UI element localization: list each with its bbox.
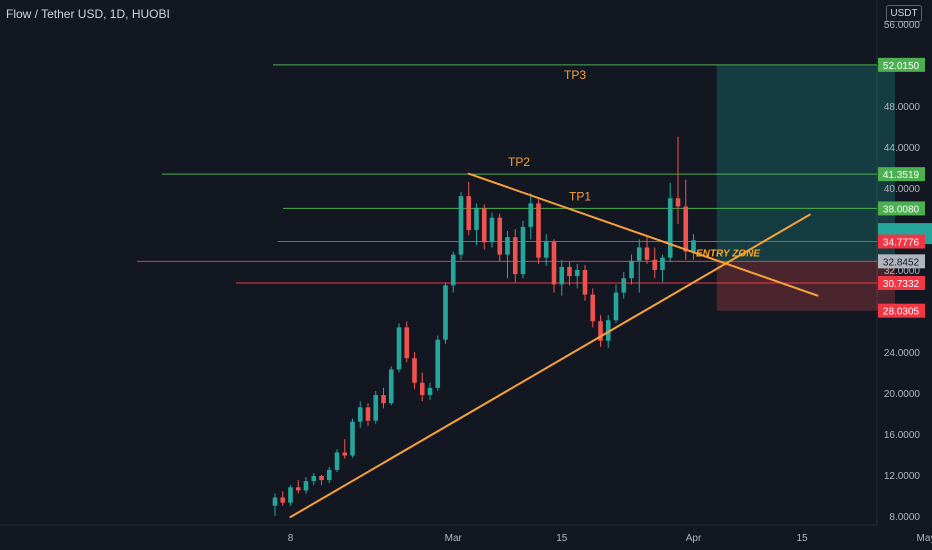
chart-title: Flow / Tether USD, 1D, HUOBI	[6, 7, 170, 21]
price-tag-label: 52.0150	[883, 61, 920, 72]
x-tick-label: Mar	[445, 533, 463, 544]
candle-body	[350, 421, 355, 456]
candle-body	[528, 203, 534, 227]
price-tag-label: 28.0305	[883, 307, 920, 318]
price-tag-0	[878, 57, 925, 72]
candle-body	[427, 387, 433, 396]
candle-body	[598, 321, 603, 341]
candle-body	[311, 476, 317, 482]
candle-body	[443, 285, 448, 340]
candle-body	[590, 294, 596, 322]
candle-body	[365, 407, 371, 421]
candle-body	[435, 339, 441, 388]
candle-body	[458, 196, 464, 255]
y-tick-label: 24.0000	[884, 348, 921, 359]
candle-body	[660, 257, 665, 270]
price-tag-6	[878, 303, 925, 318]
x-tick-label: Apr	[686, 533, 702, 544]
trendline-support	[289, 213, 811, 519]
candle-body	[644, 247, 650, 260]
candle-body	[582, 270, 588, 295]
tp2-annotation: TP2	[508, 155, 530, 169]
candle-body	[295, 487, 301, 491]
candle-body	[574, 270, 580, 277]
candle-body	[272, 497, 278, 506]
y-tick-label: 56.0000	[884, 20, 921, 31]
candle-body	[466, 196, 472, 231]
price-tag-label: 32.8452	[883, 257, 920, 268]
trendline-resistance	[467, 172, 819, 297]
y-tick-label: 32.0000	[884, 266, 921, 277]
candle-body	[536, 203, 541, 258]
candle-body	[280, 497, 286, 503]
y-tick-label: 20.0000	[884, 389, 921, 400]
x-tick-label: 15	[796, 533, 808, 544]
candle-body	[520, 226, 526, 275]
candle-body	[621, 278, 627, 293]
tp1-annotation: TP1	[569, 189, 591, 203]
candle-body	[497, 217, 503, 255]
candle-body	[505, 237, 510, 255]
y-tick-label: 48.0000	[884, 102, 921, 113]
candle-body	[675, 198, 681, 207]
price-tag-label: 41.3519	[883, 170, 920, 181]
candle-body	[412, 358, 417, 383]
candle-body	[381, 395, 386, 404]
candle-body	[629, 260, 634, 279]
x-tick-label: 8	[288, 533, 294, 544]
candle-body	[691, 240, 696, 252]
y-tick-label: 12.0000	[884, 471, 921, 482]
y-tick-label: 16.0000	[884, 430, 921, 441]
price-tag-5	[878, 275, 925, 290]
candle-body	[551, 241, 557, 285]
price-tag-label: 38.0080	[883, 204, 920, 215]
stop-zone	[716, 261, 895, 311]
price-tag-label: 34.7776	[883, 238, 920, 249]
candle-body	[319, 476, 324, 481]
x-tick-label: May	[917, 533, 932, 544]
candle-body	[303, 481, 309, 491]
price-tag-4	[878, 254, 925, 269]
candle-body	[567, 266, 572, 277]
y-tick-label: 8.0000	[889, 512, 920, 523]
price-tag-label: 30.7332	[883, 279, 920, 290]
candle-body	[388, 369, 394, 404]
currency-button[interactable]: USDT	[886, 5, 922, 22]
entry-zone-annotation: ENTRY ZONE	[696, 248, 760, 259]
candle-body	[419, 382, 425, 396]
candle-body	[512, 237, 518, 275]
candle-body	[334, 452, 340, 470]
candle-body	[474, 208, 479, 231]
candle-body	[288, 487, 293, 503]
tp3-annotation: TP3	[564, 68, 586, 82]
candle-body	[357, 407, 363, 422]
candle-body	[404, 327, 410, 359]
profit-zone	[716, 64, 895, 262]
candle-body	[613, 292, 619, 321]
price-tag-3	[878, 234, 925, 249]
candle-body	[636, 247, 642, 261]
candle-body	[543, 241, 549, 258]
y-tick-label: 40.0000	[884, 184, 921, 195]
x-tick-label: 15	[556, 533, 568, 544]
candle-body	[326, 469, 332, 481]
candle-body	[683, 206, 689, 252]
candle-body	[396, 327, 402, 370]
candle-body	[559, 266, 565, 285]
price-tag-2	[878, 201, 925, 216]
candle-body	[481, 208, 487, 243]
y-tick-label: 44.0000	[884, 143, 921, 154]
candle-body	[652, 259, 658, 270]
candle-body	[342, 452, 348, 456]
candle-body	[667, 198, 673, 258]
price-tag-1	[878, 167, 925, 182]
candle-body	[605, 320, 611, 341]
candle-body	[450, 254, 456, 286]
candle-body	[489, 217, 495, 243]
candle-body	[373, 395, 379, 421]
